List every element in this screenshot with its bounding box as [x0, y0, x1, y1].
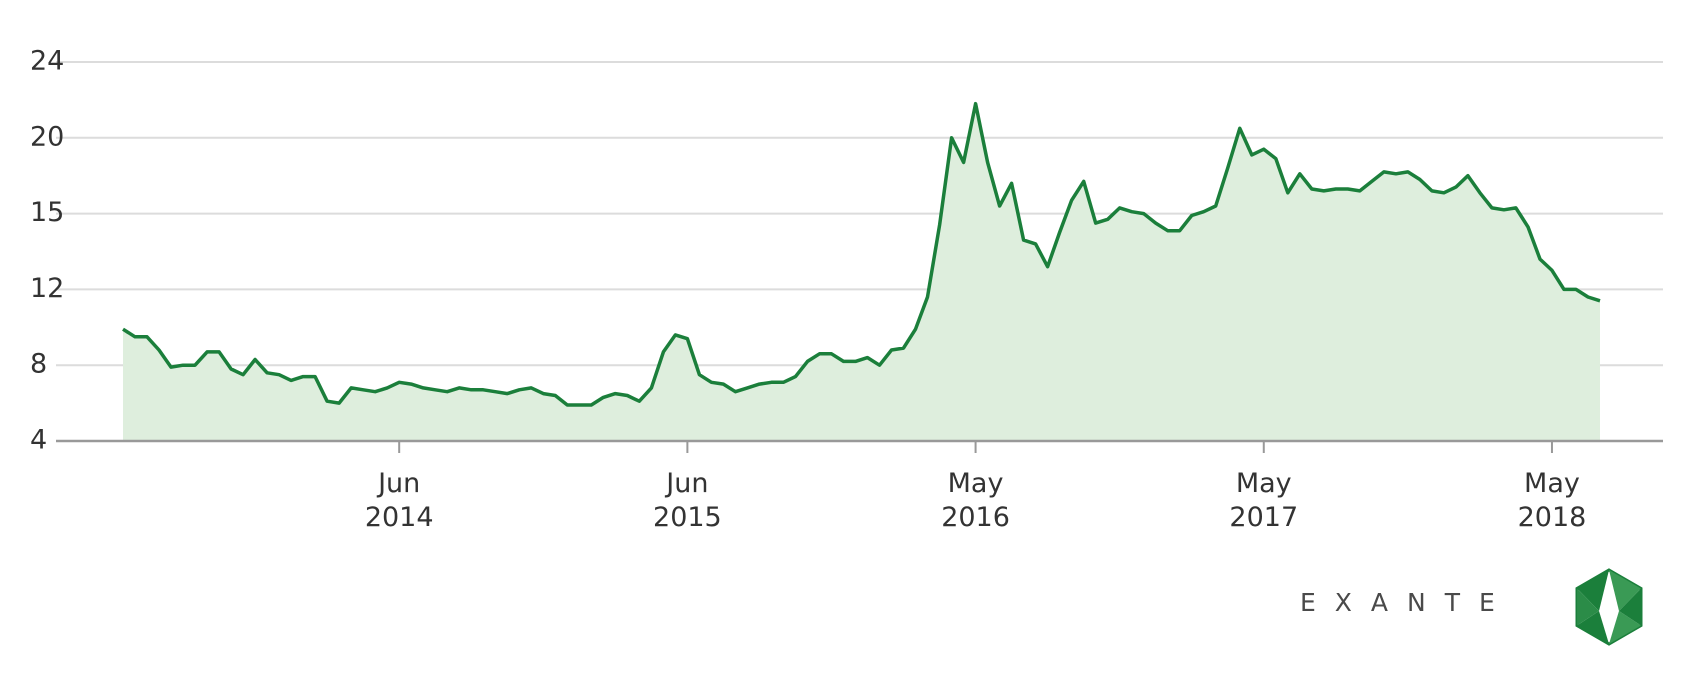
x-tick-label: Jun 2015: [653, 468, 722, 533]
x-tick-label: Jun 2014: [364, 468, 434, 533]
logo-facet: [1577, 588, 1599, 626]
logo-facet: [1577, 570, 1609, 611]
line: [122, 101, 1601, 407]
plot: 4 8 12 15 20 24: [30, 46, 1663, 456]
logo-text: EXANTE: [1300, 588, 1514, 617]
y-tick-label: 15: [30, 197, 64, 228]
y-tick-label: 12: [30, 273, 64, 304]
x-tick-label: May 2018: [1517, 468, 1587, 533]
logo-mark: [1575, 568, 1643, 646]
logo-facet: [1609, 570, 1641, 611]
x-tick-label: May 2016: [941, 468, 1010, 533]
y-tick-label: 20: [30, 121, 64, 152]
y-tick-label: 24: [30, 46, 64, 77]
x-tick-label: May 2017: [1229, 468, 1299, 533]
logo-facet: [1609, 611, 1641, 644]
y-tick-label: 4: [30, 425, 47, 456]
logo-facet: [1619, 588, 1641, 626]
logo-facet: [1577, 611, 1609, 644]
area: [123, 103, 1600, 441]
y-tick-label: 8: [30, 349, 47, 380]
